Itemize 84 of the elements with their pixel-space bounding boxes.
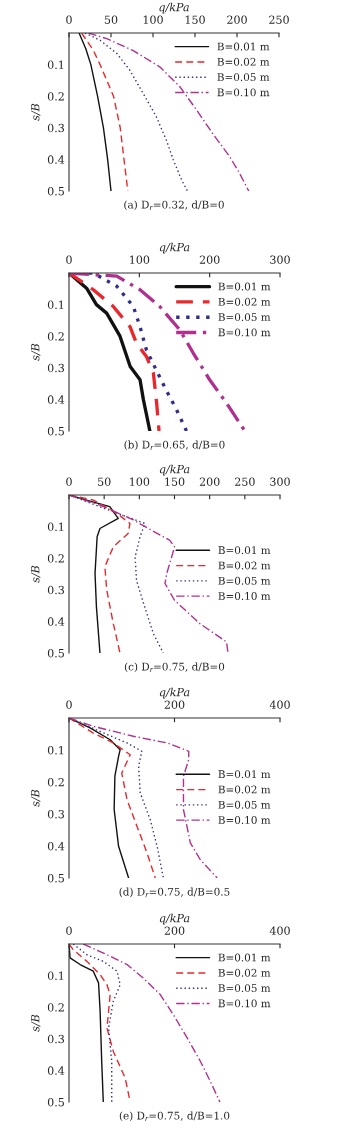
x-tick-label: 0 [66,700,72,709]
x-axis-title: q/kPa [159,464,190,476]
x-tick-label: 200 [164,700,185,709]
y-tick-label: 0.3 [47,809,65,819]
y-tick-label: 0.2 [47,332,64,341]
x-tick-label: 50 [104,15,118,24]
y-tick-label: 0.5 [47,186,64,196]
legend-label: B=0.05 m [218,800,271,809]
legend-label: B=0.05 m [218,313,271,322]
y-tick-label: 0.4 [47,841,65,851]
x-tick-label: 100 [143,15,163,24]
y-axis-title: s/B [31,789,41,807]
y-tick-label: 0.4 [47,1066,65,1075]
y-tick-label: 0.2 [47,554,64,563]
x-tick-label: 250 [234,477,255,486]
legend-label: B=0.05 m [218,576,271,585]
legend-label: B=0.10 m [218,999,271,1008]
x-tick-label: 200 [164,926,185,935]
legend-label: B=0.01 m [217,42,270,51]
y-tick-label: 0.1 [47,971,64,980]
legend-label: B=0.01 m [218,282,271,291]
legend-label: B=0.05 m [218,984,271,993]
y-tick-label: 0.3 [47,585,65,595]
x-tick-label: 300 [270,255,290,264]
y-tick-label: 0.1 [47,300,64,309]
y-tick-label: 0.3 [47,363,65,373]
legend-label: B=0.02 m [218,297,271,306]
x-axis-title: q/kPa [159,687,190,699]
y-tick-label: 0.5 [47,873,64,883]
text: (b) D$_{r}$=0.65, d/B=0 [124,440,225,451]
x-tick-label: 0 [66,255,72,264]
y-tick-label: 0.1 [47,60,64,69]
x-tick-label: 400 [269,926,290,935]
x-tick-label: 200 [199,255,220,264]
legend-label: B=0.10 m [218,328,271,337]
y-tick-label: 0.4 [47,617,65,626]
y-axis-title: s/B [31,565,41,583]
x-tick-label: 250 [269,15,289,24]
x-tick-label: 0 [66,15,72,24]
y-tick-label: 0.5 [47,1097,64,1107]
x-tick-label: 0 [66,477,72,486]
legend-label: B=0.02 m [218,561,271,570]
legend-label: B=0.01 m [218,770,271,779]
y-tick-label: 0.3 [47,1034,65,1044]
y-tick-label: 0.5 [47,648,64,658]
y-tick-label: 0.1 [47,745,64,755]
x-axis-title: q/kPa [159,913,190,925]
y-tick-label: 0.4 [47,155,65,164]
x-tick-label: 200 [227,15,247,24]
legend-label: B=0.05 m [217,73,270,82]
x-tick-label: 0 [66,926,72,935]
y-tick-label: 0.3 [47,123,65,133]
legend-label: B=0.01 m [218,546,271,555]
text: (e) D$_{r}$=0.75, d/B=1.0 [119,1111,230,1122]
y-tick-label: 0.5 [47,426,64,436]
line-series [78,33,112,191]
legend-label: B=0.10 m [218,592,271,600]
x-tick-label: 200 [199,477,220,486]
legend-label: B=0.01 m [218,953,271,962]
y-tick-label: 0.2 [47,777,64,787]
y-tick-label: 0.2 [47,1003,64,1012]
x-tick-label: 100 [130,255,150,264]
x-tick-label: 300 [270,477,290,486]
y-tick-label: 0.4 [47,395,65,404]
y-tick-label: 0.1 [47,522,64,531]
text: (d) D$_{r}$=0.75, d/B=0.5 [119,887,230,898]
x-tick-label: 150 [185,15,205,24]
x-tick-label: 100 [130,477,150,486]
x-tick-label: 50 [98,477,111,486]
x-axis-title: q/kPa [159,2,189,14]
y-axis-title: s/B [31,343,41,361]
legend-label: B=0.02 m [218,968,271,977]
x-axis-title: q/kPa [159,242,190,254]
legend-label: B=0.02 m [218,785,271,794]
legend-label: B=0.02 m [217,57,270,66]
x-tick-label: 400 [269,700,290,709]
y-tick-label: 0.2 [47,92,64,101]
legend-label: B=0.10 m [217,88,270,97]
y-axis-title: s/B [31,103,41,121]
x-tick-label: 150 [165,477,185,486]
y-axis-title: s/B [31,1014,41,1032]
legend-label: B=0.10 m [218,816,271,824]
text: (c) D$_{r}$=0.75, d/B=0 [124,662,225,673]
text: (a) D$_{r}$=0.32, d/B=0 [124,200,224,211]
